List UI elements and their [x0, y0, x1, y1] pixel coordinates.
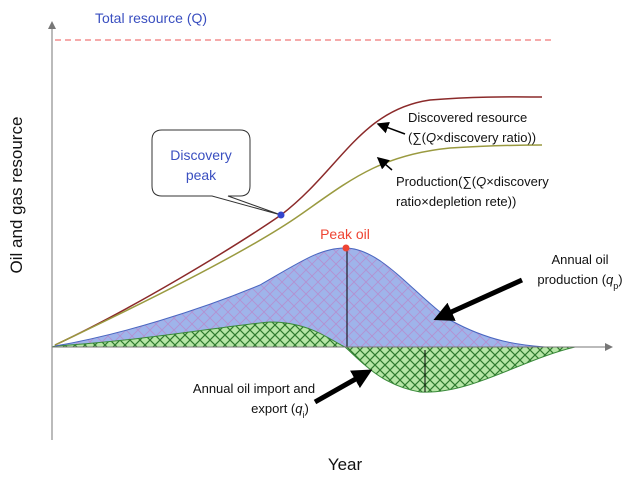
label-part: ratio×depletion rete)): [396, 194, 516, 209]
x-axis-label: Year: [328, 455, 363, 474]
label-part: ): [304, 401, 308, 416]
import-export-area: [51, 321, 346, 348]
label-part: Annual oil import and: [193, 381, 315, 396]
label-part: (∑(: [408, 130, 427, 145]
label-part: ×discovery ratio)): [436, 130, 536, 145]
label-line: Annual oil: [551, 252, 608, 267]
arrow: [313, 369, 373, 405]
label-part: i: [302, 410, 304, 420]
label-line: Discovered resource: [408, 110, 527, 125]
peak-oil-label: Peak oil: [320, 226, 370, 242]
label-part: q: [606, 272, 614, 287]
label-line: production (qp): [537, 272, 622, 291]
label-part: production (: [537, 272, 606, 287]
label-part: Annual oil: [551, 252, 608, 267]
label-line: export (qi): [251, 401, 309, 420]
label-part: q: [295, 401, 303, 416]
arrow: [376, 122, 406, 135]
label-line: (∑(Q×discovery ratio)): [408, 130, 536, 145]
label-part: ×discovery: [486, 174, 549, 189]
label-line: ratio×depletion rete)): [396, 194, 516, 209]
label-part: Q: [476, 174, 486, 189]
peak-oil-dot: [342, 244, 350, 252]
production-area: [52, 248, 545, 347]
label-part: p: [613, 281, 618, 291]
arrow: [433, 277, 524, 321]
label-line: Production(∑(Q×discovery: [396, 174, 549, 189]
callout-box: [151, 129, 282, 216]
import-export-area: [343, 346, 576, 393]
label-part: Production(∑(: [396, 174, 477, 189]
discovered-curve: [54, 96, 543, 346]
y-axis-label: Oil and gas resource: [7, 117, 26, 274]
callout-text: Discovery: [170, 147, 231, 163]
callout-text: peak: [186, 167, 217, 183]
label-part: ): [618, 272, 622, 287]
arrow: [376, 157, 393, 171]
label-part: Q: [426, 130, 436, 145]
production-curve: [54, 144, 543, 346]
label-line: Annual oil import and: [193, 381, 315, 396]
label-part: Discovered resource: [408, 110, 527, 125]
total-resource-label: Total resource (Q): [95, 10, 207, 26]
discovery-peak-dot: [277, 211, 285, 219]
label-part: export (: [251, 401, 296, 416]
